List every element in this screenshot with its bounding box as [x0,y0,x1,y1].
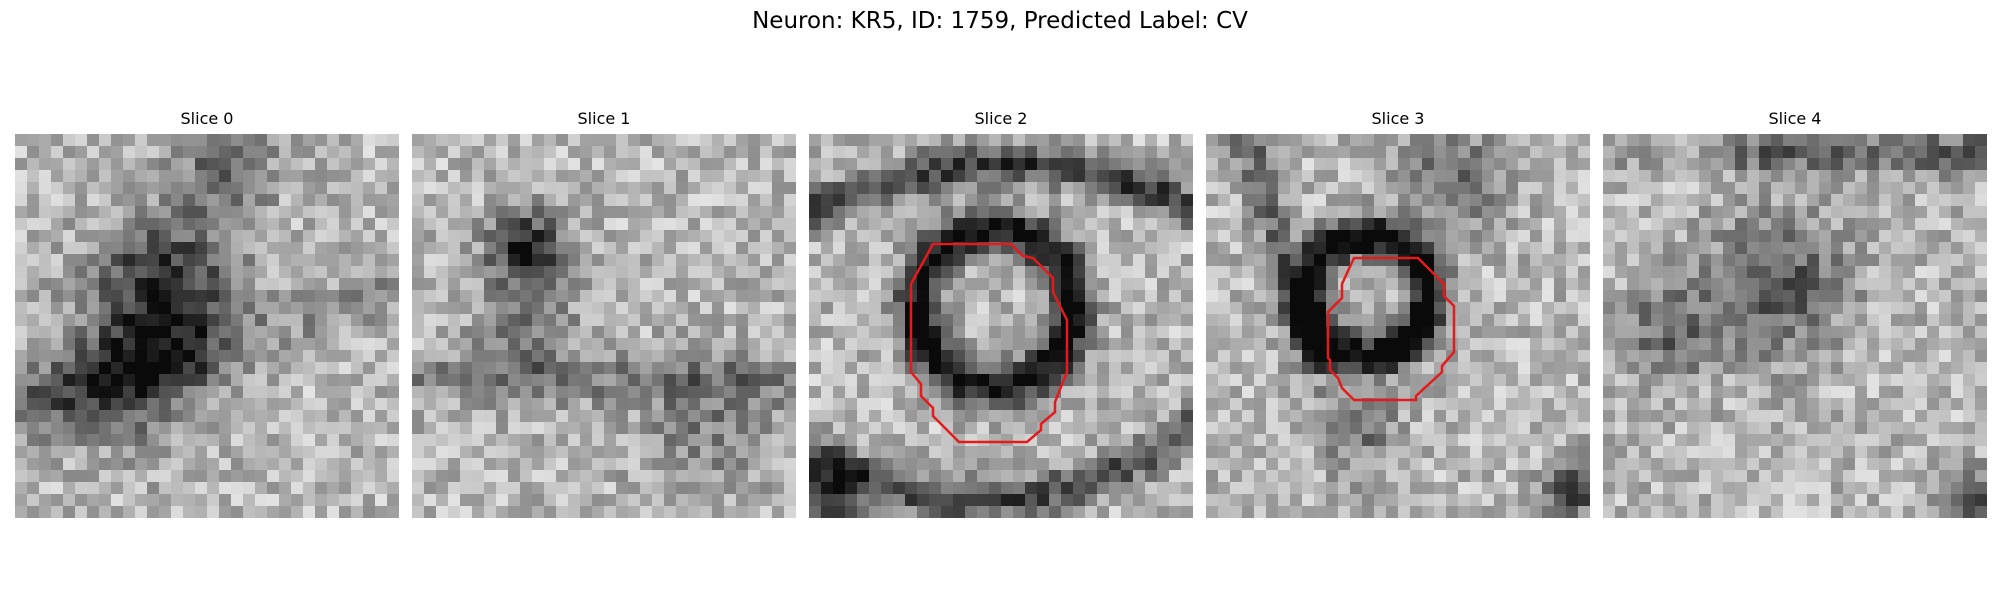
slice-title: Slice 4 [1768,109,1822,128]
slice-image [15,134,399,518]
slice-image [1603,134,1987,518]
slice-panel-3: Slice 3 [1206,108,1590,518]
slice-title: Slice 0 [180,109,234,128]
slice-panel-4: Slice 4 [1603,108,1987,518]
slice-title: Slice 3 [1371,109,1425,128]
slice-panel-2: Slice 2 [809,108,1193,518]
slice-image [1206,134,1590,518]
slice-panel-1: Slice 1 [412,108,796,518]
slice-title: Slice 2 [974,109,1028,128]
slice-panel-0: Slice 0 [15,108,399,518]
contour-outline [909,242,1069,444]
slice-image [809,134,1193,518]
slice-title: Slice 1 [577,109,631,128]
figure-title: Neuron: KR5, ID: 1759, Predicted Label: … [752,8,1248,34]
contour-outline [1326,256,1456,402]
slice-image [412,134,796,518]
